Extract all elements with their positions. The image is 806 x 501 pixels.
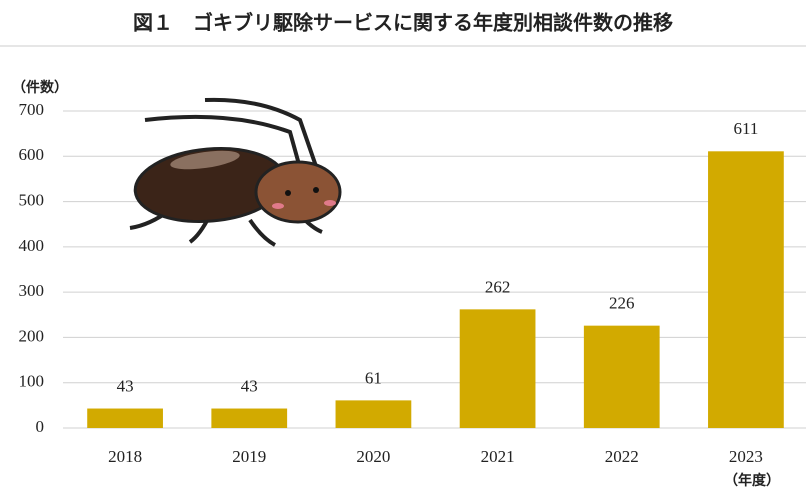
x-tick-label: 2018 — [108, 447, 142, 466]
y-tick-label: 300 — [19, 281, 45, 300]
x-tick-label: 2023 — [729, 447, 763, 466]
x-tick-label: 2020 — [356, 447, 390, 466]
y-tick-label: 500 — [19, 190, 45, 209]
bar — [211, 408, 288, 428]
bar — [583, 325, 660, 428]
bar — [335, 400, 412, 428]
x-tick-label: 2022 — [605, 447, 639, 466]
bar — [708, 151, 784, 428]
y-tick-label: 200 — [19, 326, 45, 345]
chart-title: 図１ ゴキブリ駆除サービスに関する年度別相談件数の推移 — [133, 11, 673, 35]
value-label: 226 — [609, 294, 635, 313]
value-label: 43 — [241, 376, 258, 395]
y-tick-label: 100 — [19, 372, 45, 391]
y-tick-label: 400 — [19, 236, 45, 255]
bar — [459, 309, 536, 428]
x-axis-label: （年度） — [724, 472, 780, 489]
y-axis-label: （件数） — [12, 79, 68, 96]
value-label: 43 — [117, 376, 134, 395]
x-tick-label: 2019 — [232, 447, 266, 466]
bar — [87, 408, 163, 428]
y-tick-label: 600 — [19, 145, 45, 164]
value-label: 611 — [733, 119, 758, 138]
x-tick-label: 2021 — [481, 447, 515, 466]
value-label: 262 — [485, 277, 511, 296]
y-tick-label: 700 — [19, 100, 45, 119]
value-label: 61 — [365, 368, 382, 387]
y-tick-label: 0 — [36, 417, 45, 436]
cockroach-illustration — [129, 97, 342, 247]
